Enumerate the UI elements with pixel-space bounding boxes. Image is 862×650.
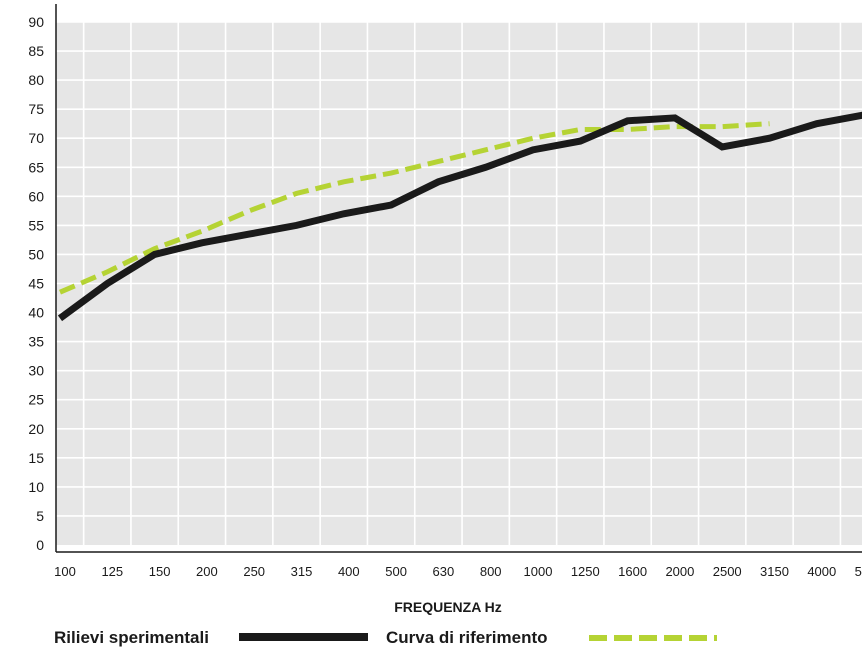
y-tick-label: 10 (28, 479, 44, 495)
x-tick-label: 315 (291, 564, 313, 579)
grid-lines (56, 21, 862, 545)
x-tick-label: 125 (101, 564, 123, 579)
series-line-curva-di-riferimento (59, 121, 770, 295)
y-tick-label: 40 (28, 305, 44, 321)
series-layer (57, 111, 862, 322)
x-tick-label: 4000 (807, 564, 836, 579)
x-tick-label: 1600 (618, 564, 647, 579)
legend-label-series-0: Rilievi sperimentali (54, 628, 209, 647)
y-tick-label: 65 (28, 159, 44, 175)
y-tick-label: 70 (28, 130, 44, 146)
x-tick-label: 400 (338, 564, 360, 579)
y-tick-label: 0 (36, 537, 44, 553)
x-tick-label: 800 (480, 564, 502, 579)
y-tick-label: 45 (28, 276, 44, 292)
x-tick-label: 1000 (524, 564, 553, 579)
y-tick-label: 15 (28, 450, 44, 466)
x-tick-label: 500 (385, 564, 407, 579)
y-tick-label: 20 (28, 421, 44, 437)
y-tick-label: 30 (28, 363, 44, 379)
x-tick-label: 150 (149, 564, 171, 579)
x-tick-label: 250 (243, 564, 265, 579)
legend-label-series-1: Curva di riferimento (386, 628, 548, 647)
x-tick-label: 100 (54, 564, 76, 579)
x-axis-ticks: 100 125 150 200 250 315 400 500 630 800 1000 1250 16… (54, 564, 862, 579)
x-tick-label: 630 (433, 564, 455, 579)
y-tick-label: 55 (28, 217, 44, 233)
y-tick-label: 75 (28, 101, 44, 117)
y-tick-label: 85 (28, 43, 44, 59)
x-axis-label: FREQUENZA Hz (394, 599, 502, 615)
x-tick-label: 5000 (855, 564, 862, 579)
legend: Rilievi sperimentali Curva di riferiment… (54, 628, 717, 647)
series-line-rilievi-sperimentali (57, 111, 862, 322)
y-axis-ticks: 0 5 10 15 20 25 30 35 40 45 50 55 60 65 70 75 80 85 90 (28, 14, 44, 553)
x-tick-label: 200 (196, 564, 218, 579)
x-tick-label: 2000 (665, 564, 694, 579)
x-tick-label: 3150 (760, 564, 789, 579)
y-tick-label: 5 (36, 508, 44, 524)
y-tick-label: 50 (28, 246, 44, 262)
y-tick-label: 35 (28, 334, 44, 350)
y-tick-label: 60 (28, 188, 44, 204)
y-tick-label: 90 (28, 14, 44, 30)
y-tick-label: 80 (28, 72, 44, 88)
x-tick-label: 1250 (571, 564, 600, 579)
x-tick-label: 2500 (713, 564, 742, 579)
y-tick-label: 25 (28, 392, 44, 408)
